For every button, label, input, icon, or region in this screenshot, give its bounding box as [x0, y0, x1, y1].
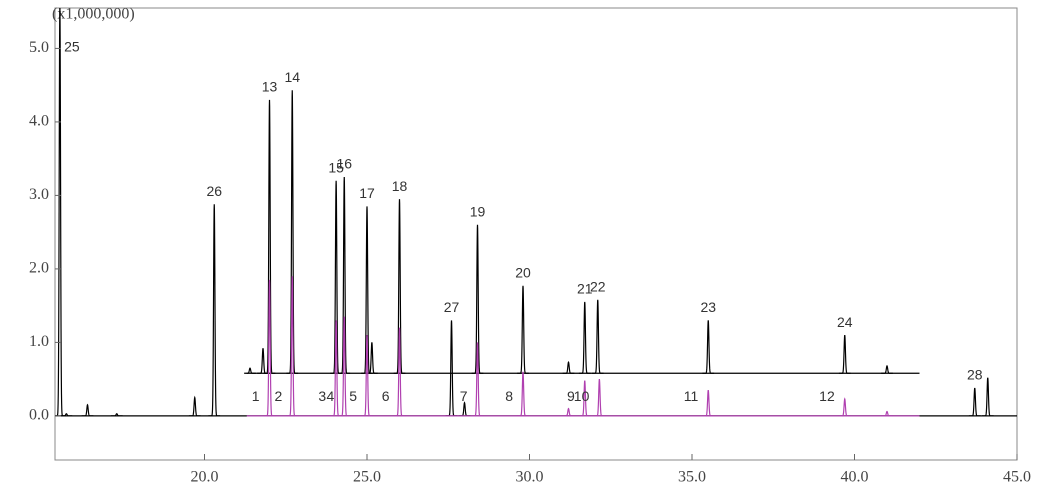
peak [881, 410, 893, 417]
peak-label: 16 [336, 156, 352, 172]
peak-label: 21 [577, 281, 593, 297]
x-tick-label: 40.0 [841, 469, 869, 486]
peak [562, 407, 575, 417]
peak [591, 299, 604, 374]
peak-label: 22 [590, 278, 606, 294]
x-tick-label: 20.0 [191, 469, 219, 486]
peak [471, 224, 484, 374]
peak-label: 6 [382, 388, 390, 404]
peak-label: 23 [700, 299, 716, 315]
peak [578, 380, 591, 417]
peak [445, 320, 458, 417]
peak-label: 10 [574, 388, 590, 404]
peak-label: 18 [392, 178, 408, 194]
peak [881, 365, 893, 374]
peak [110, 413, 123, 417]
peak [263, 279, 276, 417]
peak [188, 395, 201, 417]
x-tick-label: 35.0 [678, 469, 706, 486]
peak-label: 1 [252, 388, 260, 404]
peak [60, 413, 73, 417]
peak-label: 9 [567, 388, 575, 404]
peak-label: 27 [444, 299, 460, 315]
peak [593, 379, 606, 417]
y-tick-label: 3.0 [29, 186, 49, 203]
y-tick-label: 4.0 [29, 113, 49, 130]
peak [517, 371, 529, 417]
peak-label: 3 [318, 388, 326, 404]
plot-area [55, 8, 1017, 417]
peak-label: 20 [515, 265, 531, 281]
peak [517, 285, 529, 374]
peak-label: 17 [359, 185, 375, 201]
peak [55, 8, 66, 417]
peak-label: 13 [262, 79, 278, 95]
plot-frame [54, 7, 1018, 461]
peak-label: 28 [967, 367, 983, 383]
peak-label: 5 [349, 388, 357, 404]
peak [838, 397, 851, 417]
peak [702, 320, 715, 374]
peak-label: 15 [328, 159, 344, 175]
peak [338, 177, 351, 374]
peak-label: 7 [460, 388, 468, 404]
peak [471, 342, 484, 417]
y-tick-label: 5.0 [29, 39, 49, 56]
peak [286, 90, 299, 374]
peak [208, 204, 221, 417]
y-unit-label: (x1,000,000) [52, 6, 135, 23]
peak [244, 367, 256, 374]
y-tick-label: 1.0 [29, 333, 49, 350]
peak [81, 403, 94, 417]
peak [981, 377, 994, 417]
peak [338, 316, 351, 417]
peak-label: 4 [326, 388, 334, 404]
x-tick-label: 30.0 [516, 469, 544, 486]
peak [578, 301, 591, 374]
peak-label: 26 [206, 183, 222, 199]
x-tick-label: 25.0 [353, 469, 381, 486]
x-tick-label: 45.0 [1003, 469, 1031, 486]
peak-label: 14 [284, 69, 300, 85]
peak [361, 206, 373, 374]
y-tick-label: 2.0 [29, 260, 49, 277]
peak-label: 2 [274, 388, 282, 404]
peak-label: 25 [64, 39, 80, 55]
peak [393, 327, 406, 417]
peak [286, 276, 299, 417]
peak-label: 19 [470, 204, 486, 220]
peak-label: 24 [837, 314, 853, 330]
peak [968, 387, 981, 417]
peak [393, 199, 406, 374]
peak [562, 361, 575, 374]
peak [458, 401, 471, 417]
peak [838, 334, 851, 374]
peak-label: 11 [684, 388, 699, 404]
peak-label: 12 [819, 388, 835, 404]
peak [263, 99, 276, 374]
peak-label: 8 [505, 388, 513, 404]
peak [702, 390, 715, 417]
y-tick-label: 0.0 [29, 407, 49, 424]
peak [361, 335, 373, 417]
